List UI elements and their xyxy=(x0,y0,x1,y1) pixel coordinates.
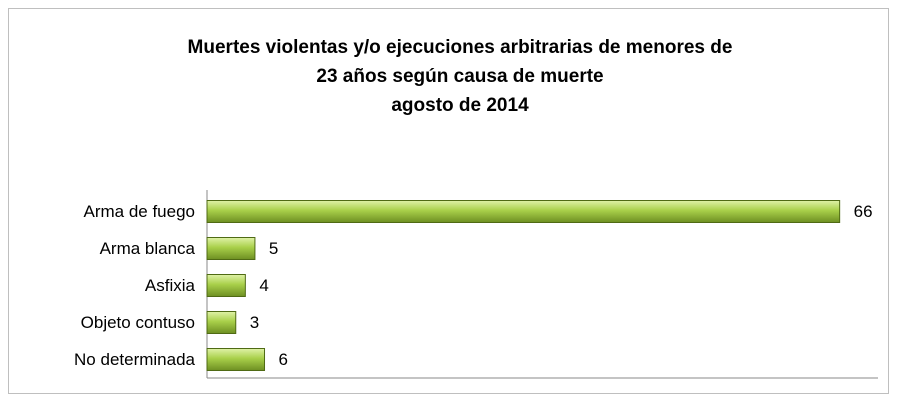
chart-title: agosto de 2014 xyxy=(391,95,529,116)
bar xyxy=(206,274,246,297)
y-tick-label: Objeto contuso xyxy=(81,313,195,332)
chart-title: 23 años según causa de muerte xyxy=(316,66,603,87)
value-label: 66 xyxy=(854,202,873,221)
y-tick-label: Arma de fuego xyxy=(83,202,195,221)
y-tick-label: Arma blanca xyxy=(100,239,196,258)
value-label: 4 xyxy=(259,276,268,295)
value-label: 5 xyxy=(269,239,278,258)
bar xyxy=(206,200,841,223)
value-label: 3 xyxy=(250,313,259,332)
y-tick-label: No determinada xyxy=(74,350,196,369)
value-label: 6 xyxy=(279,350,288,369)
bar xyxy=(206,311,237,334)
chart-title: Muertes violentas y/o ejecuciones arbitr… xyxy=(188,37,733,58)
bar xyxy=(206,348,266,371)
y-tick-label: Asfixia xyxy=(145,276,196,295)
bar xyxy=(206,237,256,260)
